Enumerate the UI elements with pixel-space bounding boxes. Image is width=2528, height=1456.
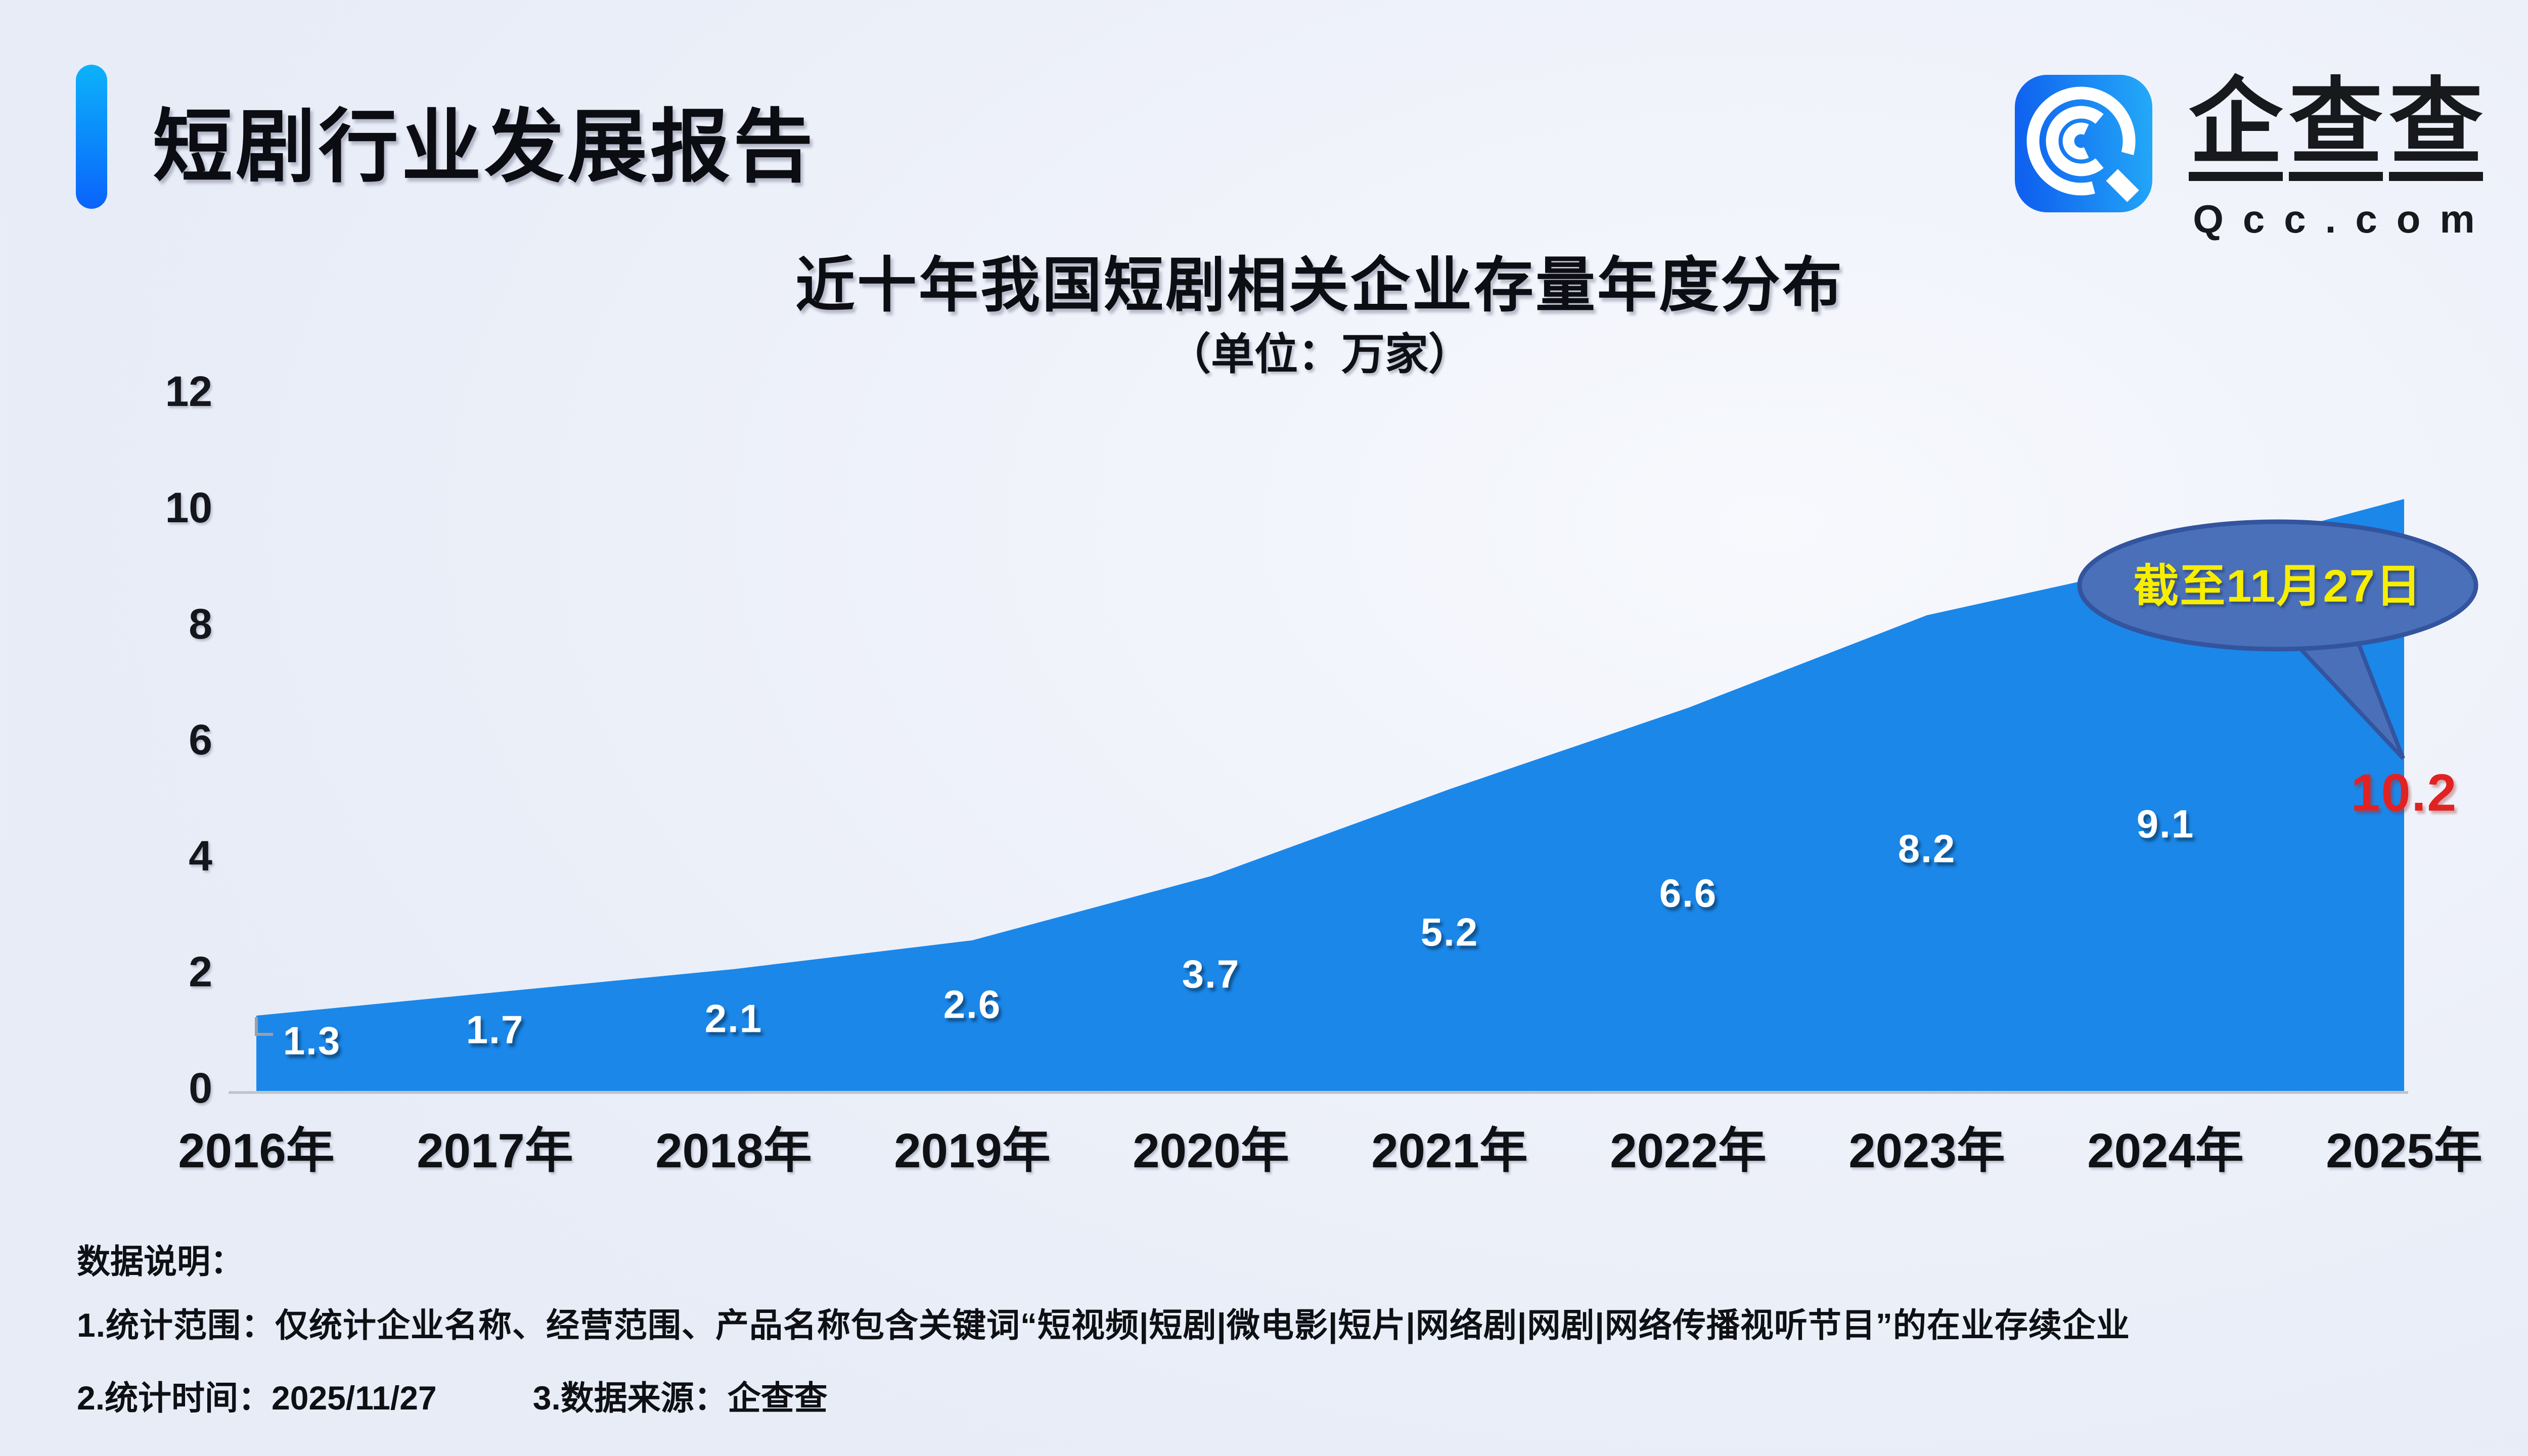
data-label: 8.2: [1898, 826, 1956, 871]
x-tick-label: 2024年: [2087, 1124, 2244, 1178]
logo-outer-ring: [2026, 86, 2136, 196]
data-label: 2.6: [943, 982, 1002, 1027]
area-series: [256, 499, 2404, 1091]
footer-note-1: 1.统计范围：仅统计企业名称、经营范围、产品名称包含关键词“短视频|短剧|微电影…: [77, 1306, 2130, 1344]
y-tick-label: 8: [189, 600, 212, 648]
logo-inner-c: [2062, 122, 2089, 160]
footer-note-2: 2.统计时间：2025/11/27: [77, 1379, 437, 1417]
x-tick-label: 2017年: [417, 1124, 573, 1178]
footer-line-2: 2.统计时间：2025/11/27 3.数据来源：企查查: [77, 1371, 828, 1420]
chart-title: 近十年我国短剧相关企业存量年度分布: [795, 252, 1844, 319]
x-tick-label: 2022年: [1610, 1124, 1767, 1178]
data-label: 2.1: [704, 996, 763, 1041]
data-label: 5.2: [1420, 909, 1479, 954]
logo-char: 查: [2288, 76, 2383, 181]
logo-char: 企: [2188, 76, 2283, 181]
page-title: 短剧行业发展报告: [153, 103, 816, 192]
data-label: 6.6: [1659, 871, 1718, 916]
y-tick-label: 6: [189, 716, 212, 763]
footer-heading: 数据说明：: [77, 1243, 244, 1280]
callout-bubble: [2077, 519, 2478, 760]
y-tick-label: 4: [189, 832, 212, 880]
data-label: 1.7: [466, 1007, 524, 1052]
x-tick-label: 2025年: [2326, 1124, 2482, 1178]
footer-note-3: 3.数据来源：企查查: [532, 1379, 828, 1417]
axis-corner-tick: [255, 1017, 273, 1036]
x-tick-label: 2018年: [655, 1124, 812, 1178]
y-tick-label: 12: [165, 368, 212, 415]
y-tick-label: 2: [189, 948, 212, 995]
y-tick-label: 0: [189, 1064, 212, 1112]
x-tick-label: 2021年: [1371, 1124, 1528, 1178]
logo-middle-ring: [2046, 106, 2104, 176]
logo-wordmark: 企 查 查: [2174, 76, 2498, 181]
header-accent-bar: [76, 65, 107, 209]
y-tick-label: 10: [165, 484, 212, 531]
qcc-logo-icon: [2015, 75, 2152, 212]
data-label: 3.7: [1182, 951, 1240, 996]
x-tick-label: 2023年: [1848, 1124, 2005, 1178]
logo-char: 查: [2389, 76, 2484, 181]
callout-label: 截至11月27日: [2133, 561, 2422, 612]
x-tick-label: 2016年: [178, 1124, 335, 1178]
callout-ellipse: [2077, 519, 2478, 652]
data-label: 1.3: [283, 1018, 341, 1063]
data-label: 9.1: [2136, 801, 2195, 846]
chart-subtitle: （单位：万家）: [1167, 330, 1472, 379]
x-tick-label: 2020年: [1133, 1124, 1289, 1178]
logo-domain: Qcc.com: [2193, 197, 2494, 241]
x-tick-label: 2019年: [894, 1124, 1051, 1178]
logo-q-tail: [2106, 169, 2139, 202]
data-label-highlight: 10.2: [2351, 763, 2458, 823]
